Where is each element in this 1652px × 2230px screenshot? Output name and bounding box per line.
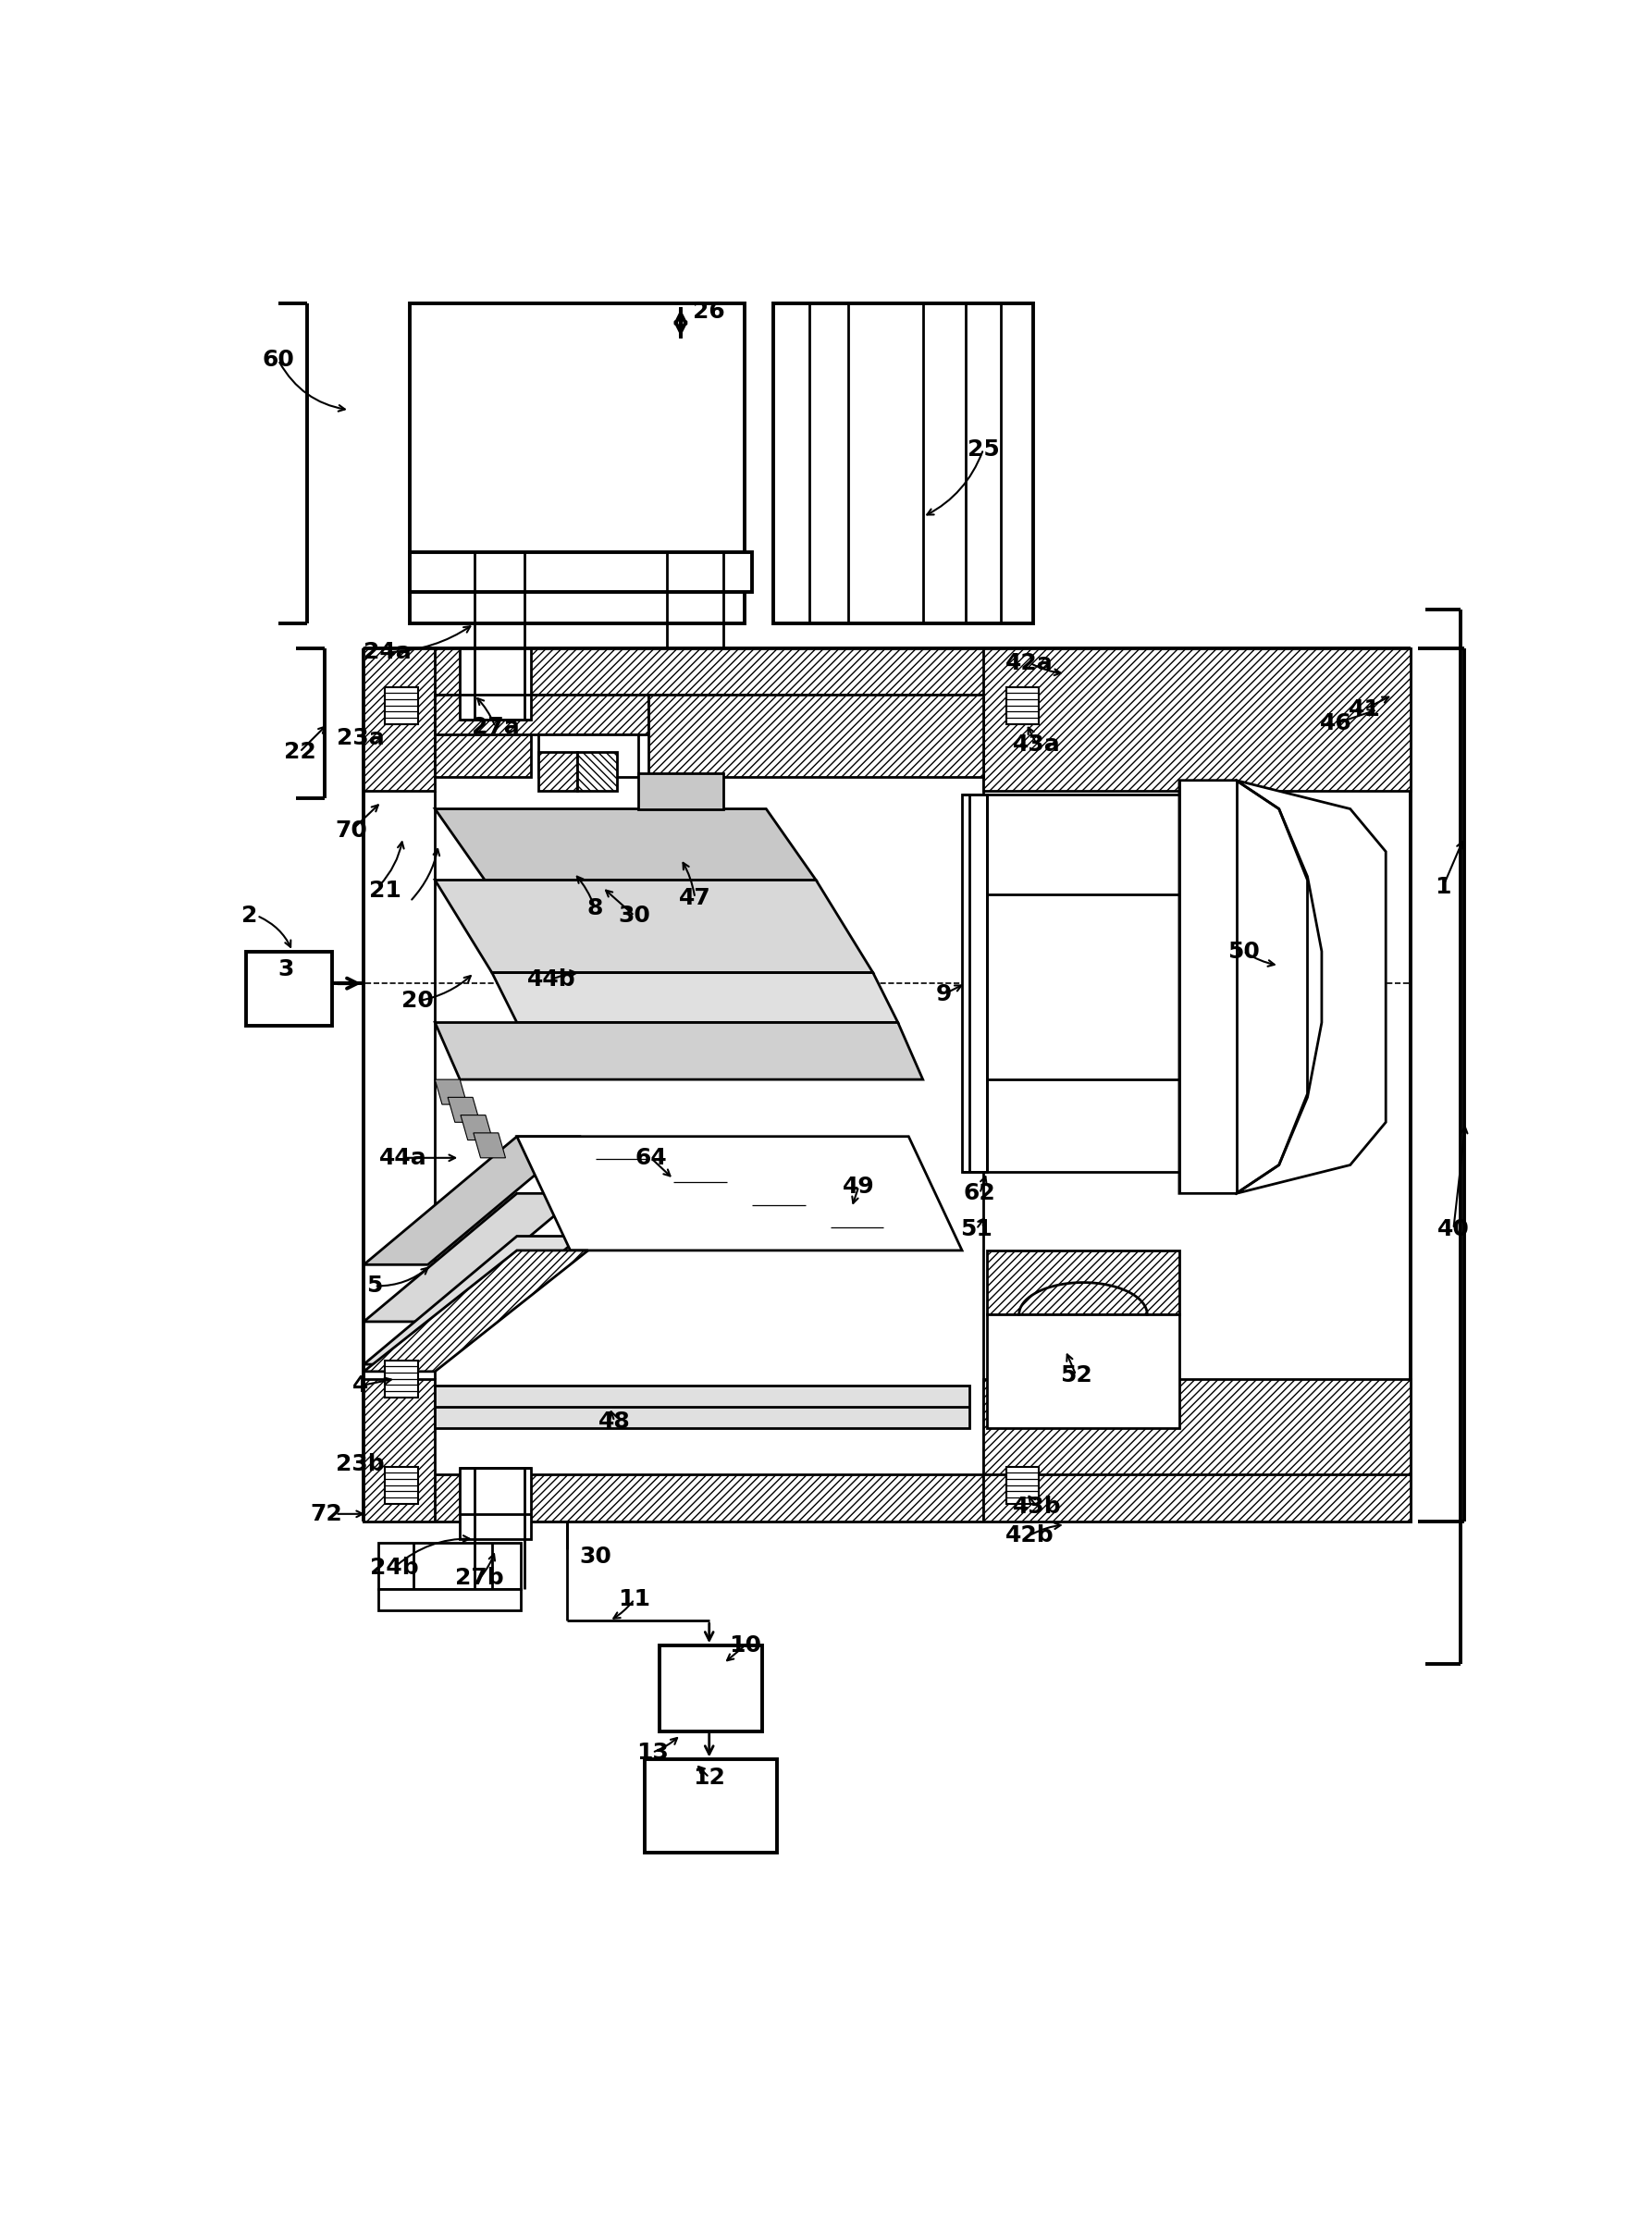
Text: 42b: 42b (1006, 1525, 1054, 1545)
Bar (378, 1588, 520, 1610)
Text: 25: 25 (968, 437, 999, 459)
Bar (246, 952, 332, 1026)
Bar (644, 1759, 776, 1853)
Bar (363, 1378, 434, 1521)
Polygon shape (517, 1137, 961, 1251)
Text: 30: 30 (618, 905, 651, 928)
Text: 43a: 43a (1013, 734, 1061, 756)
Text: 26: 26 (694, 301, 725, 323)
Polygon shape (492, 972, 899, 1024)
Bar (983, 649, 1411, 792)
Polygon shape (363, 1235, 582, 1365)
Bar (410, 553, 752, 591)
Text: 1: 1 (1434, 876, 1450, 899)
Text: 24a: 24a (363, 640, 411, 662)
Text: 30: 30 (580, 1545, 611, 1568)
Bar (434, 696, 532, 776)
Bar (1006, 1467, 1039, 1503)
Bar (986, 794, 1180, 1173)
Bar (539, 734, 638, 776)
Polygon shape (434, 1024, 923, 1079)
Bar (983, 1378, 1411, 1521)
Text: 11: 11 (618, 1588, 651, 1610)
Text: 43b: 43b (1013, 1496, 1061, 1519)
Bar (539, 752, 578, 792)
Text: 47: 47 (679, 888, 710, 910)
Text: 5: 5 (367, 1276, 383, 1298)
Text: 46: 46 (1320, 711, 1351, 734)
Bar (659, 1646, 763, 1730)
Text: 51: 51 (960, 1218, 993, 1240)
Text: 64: 64 (634, 1146, 667, 1169)
Text: 23b: 23b (335, 1454, 385, 1476)
Text: 42a: 42a (1006, 651, 1054, 673)
Bar (961, 794, 986, 1173)
Bar (986, 1313, 1180, 1429)
Polygon shape (1180, 780, 1386, 1193)
Polygon shape (461, 1115, 492, 1140)
Text: 21: 21 (368, 879, 401, 901)
Text: 44b: 44b (527, 968, 575, 990)
Bar (385, 1360, 418, 1398)
Bar (410, 303, 745, 624)
Bar (983, 1474, 1411, 1521)
Text: 23a: 23a (337, 727, 385, 749)
Text: 9: 9 (937, 983, 952, 1006)
Bar (773, 303, 1032, 624)
Polygon shape (434, 809, 816, 881)
Text: 44a: 44a (378, 1146, 426, 1169)
Text: 70: 70 (335, 818, 368, 841)
Text: 13: 13 (636, 1742, 669, 1764)
Text: 24b: 24b (370, 1557, 418, 1579)
Bar (363, 649, 434, 792)
Polygon shape (363, 1251, 588, 1371)
Text: 27a: 27a (471, 716, 519, 738)
Text: 50: 50 (1227, 941, 1259, 963)
Polygon shape (448, 1097, 479, 1122)
Text: 8: 8 (586, 896, 603, 919)
Bar (385, 1467, 418, 1503)
Text: 62: 62 (963, 1182, 996, 1204)
Bar (459, 649, 532, 720)
Bar (378, 1543, 520, 1588)
Text: 4: 4 (352, 1374, 368, 1396)
Text: 40: 40 (1437, 1218, 1470, 1240)
Bar (385, 687, 418, 725)
Polygon shape (363, 1137, 582, 1264)
Text: 20: 20 (401, 990, 433, 1012)
Bar (434, 696, 649, 734)
Text: 3: 3 (278, 959, 294, 981)
Text: 27b: 27b (456, 1568, 504, 1590)
Text: 22: 22 (284, 740, 316, 763)
Bar (1006, 687, 1039, 725)
Text: 48: 48 (598, 1409, 631, 1432)
Polygon shape (474, 1133, 506, 1157)
Text: 10: 10 (729, 1635, 762, 1657)
Bar (363, 649, 1411, 696)
Text: 72: 72 (311, 1503, 342, 1525)
Bar (434, 1385, 970, 1429)
Text: 60: 60 (263, 350, 294, 370)
Bar (986, 1251, 1180, 1313)
Text: 12: 12 (694, 1766, 725, 1788)
Bar (649, 696, 983, 776)
Polygon shape (363, 1193, 582, 1322)
Bar (578, 752, 616, 792)
Polygon shape (434, 1079, 468, 1104)
Polygon shape (434, 881, 872, 972)
Text: 41: 41 (1348, 698, 1381, 720)
Text: 2: 2 (241, 905, 258, 928)
Text: 52: 52 (1061, 1365, 1092, 1387)
Bar (459, 1467, 532, 1539)
Polygon shape (638, 774, 724, 809)
Text: 49: 49 (843, 1175, 876, 1198)
Bar (363, 1474, 1411, 1521)
